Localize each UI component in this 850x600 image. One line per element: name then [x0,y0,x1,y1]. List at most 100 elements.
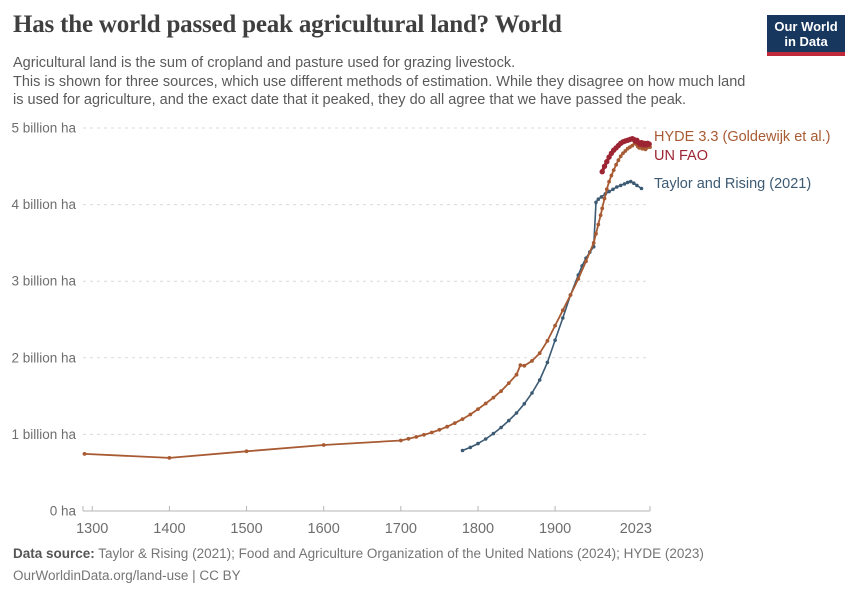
data-point-hyde [530,359,534,363]
data-point-hyde [630,143,635,148]
data-point-taylor [499,425,503,430]
data-point-taylor [545,360,550,365]
data-point-taylor [468,445,473,450]
data-point-taylor [594,200,598,205]
y-axis-tick-label: 2 billion ha [11,350,76,365]
x-axis-tick-label: 1400 [153,521,185,537]
x-axis-tick-label: 1300 [76,521,108,537]
data-point-hyde [576,277,581,281]
data-point-fao [599,169,605,175]
data-point-hyde [623,149,628,153]
data-point-hyde [445,424,449,429]
data-point-hyde [553,323,557,328]
data-point-hyde [452,421,457,425]
data-point-hyde [483,401,488,406]
data-point-taylor [622,182,627,186]
data-point-taylor [522,402,527,406]
data-point-taylor [483,437,488,441]
series-line-hyde [83,142,651,459]
legend-label-hyde[interactable]: HYDE 3.3 (Goldewijk et al.) [654,129,830,145]
data-point-fao [646,141,652,147]
data-point-taylor [599,195,604,199]
data-source-line: Data source: Taylor & Rising (2021); Foo… [13,543,813,565]
data-point-hyde [584,259,588,264]
data-point-hyde [491,395,496,400]
data-point-taylor [596,197,601,201]
data-point-hyde [614,162,618,167]
data-point-taylor [615,185,619,189]
data-point-hyde [244,449,249,454]
data-point-taylor [460,448,465,453]
subtitle-rest: This is shown for three sources, which u… [13,73,746,109]
data-point-hyde [537,351,542,356]
x-axis-tick-label: 2023 [620,521,652,537]
data-point-taylor [514,411,519,415]
x-axis-tick-label: 1600 [308,521,340,537]
data-point-hyde [618,154,623,159]
data-point-hyde [560,308,565,313]
axis-group: 1300 1400 1500 1600 1700 1800 1900 2023 [76,506,652,537]
series-group [82,136,652,460]
y-axis-tick-label: 5 billion ha [11,121,76,136]
data-point-hyde [398,438,403,443]
data-point-taylor [611,187,615,192]
data-point-hyde [437,427,442,432]
legend-label-taylor[interactable]: Taylor and Rising (2021) [654,176,811,192]
legend-group: HYDE 3.3 (Goldewijk et al.) UN FAO Taylor … [654,129,830,192]
chart-subtitle: Agricultural land is the sum of cropland… [13,54,755,110]
subtitle-line1: Agricultural land is the sum of cropland… [13,55,516,71]
data-point-taylor [607,189,611,194]
data-point-taylor [537,378,542,382]
data-point-hyde [609,173,614,178]
data-point-hyde [568,293,573,297]
data-source-label: Data source: [13,546,95,561]
data-source-text: Taylor & Rising (2021); Food and Agricul… [94,546,704,561]
data-point-taylor [553,338,557,343]
owid-logo-line1: Our World [774,19,838,34]
data-point-hyde [406,436,411,441]
data-point-hyde [594,231,598,236]
data-point-taylor [628,179,633,184]
data-point-hyde [596,222,601,227]
y-axis-tick-label: 3 billion ha [11,274,76,289]
data-point-hyde [598,213,603,218]
data-point-taylor [625,180,630,185]
data-point-taylor [561,316,565,320]
x-axis-tick-label: 1800 [462,521,494,537]
data-point-hyde [414,435,419,439]
data-point-taylor [530,391,534,395]
data-point-taylor [491,431,496,436]
data-point-fao [604,159,610,165]
data-point-hyde [499,389,503,393]
data-point-hyde [621,151,625,156]
data-point-hyde [591,241,596,245]
y-axis-tick-label: 1 billion ha [11,427,76,442]
data-point-hyde [607,179,611,184]
data-point-taylor [635,183,639,188]
legend-label-fao[interactable]: UN FAO [654,148,708,164]
license-link-line[interactable]: OurWorldinData.org/land-use | CC BY [13,568,241,583]
data-point-taylor [618,183,623,188]
data-point-fao [601,163,608,169]
page-title: Has the world passed peak agricultural l… [13,11,562,38]
data-point-hyde [321,443,326,447]
owid-logo-line2: in Data [784,34,828,49]
data-point-hyde [167,456,172,460]
x-axis-tick-label: 1500 [230,521,262,537]
gridlines-group: 0 ha 1 billion ha 2 billion ha 3 billion ha… [11,121,650,519]
data-point-hyde [518,363,523,367]
owid-logo[interactable]: Our World in Data [767,15,845,56]
data-point-hyde [506,381,511,385]
data-point-hyde [429,430,434,435]
data-point-hyde [460,417,465,421]
data-point-hyde [82,452,87,456]
data-point-hyde [422,432,426,437]
data-point-hyde [604,187,609,192]
y-axis-tick-label: 4 billion ha [11,197,76,212]
data-point-hyde [616,158,621,163]
data-point-taylor [507,418,511,423]
data-point-hyde [514,372,519,377]
x-axis-tick-label: 1900 [539,521,571,537]
